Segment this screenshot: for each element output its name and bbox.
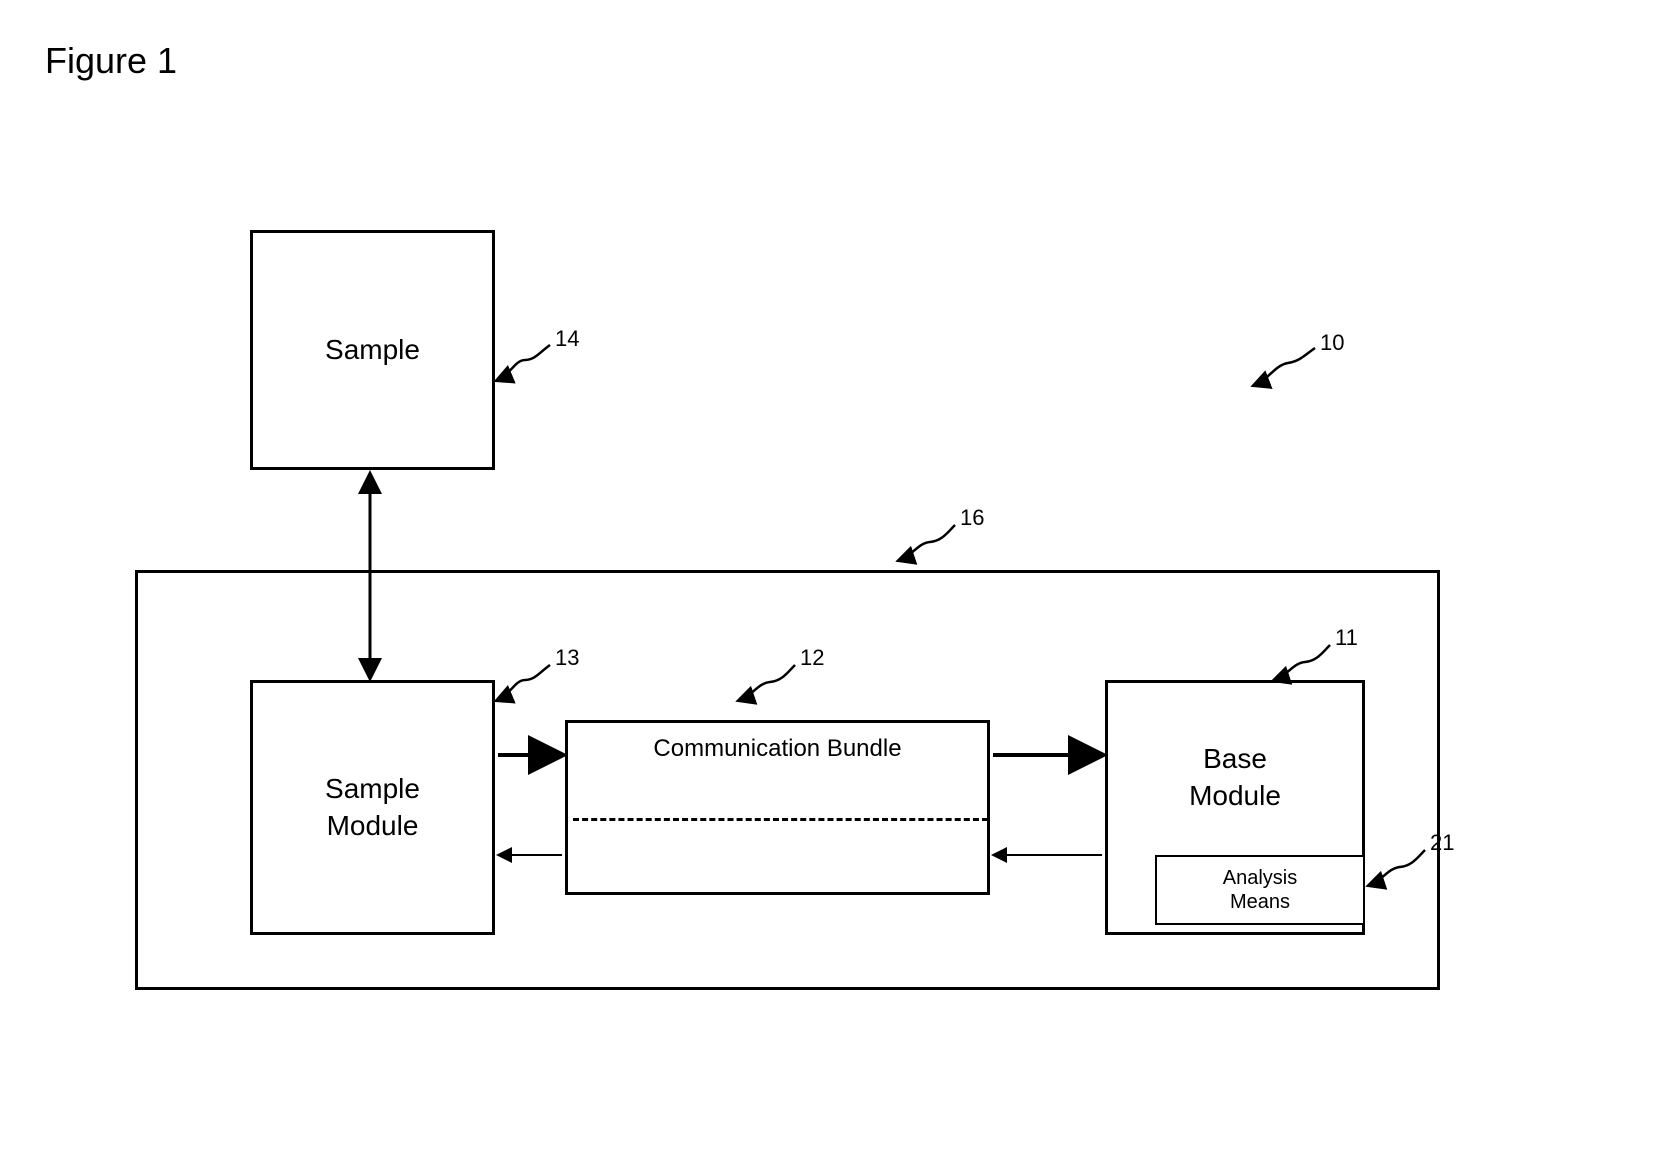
- analysis-means-label: AnalysisMeans: [1223, 866, 1297, 914]
- ref-10: 10: [1320, 330, 1344, 356]
- ref-21: 21: [1430, 830, 1454, 856]
- ref-16: 16: [960, 505, 984, 531]
- ref-14: 14: [555, 326, 579, 352]
- communication-bundle-box: Communication Bundle: [565, 720, 990, 895]
- sample-module-label: SampleModule: [325, 771, 420, 844]
- communication-bundle-divider: [573, 818, 988, 821]
- ref-11: 11: [1335, 625, 1358, 651]
- figure-title: Figure 1: [45, 40, 177, 82]
- communication-bundle-label: Communication Bundle: [568, 735, 987, 763]
- sample-box: Sample: [250, 230, 495, 470]
- analysis-means-box: AnalysisMeans: [1155, 855, 1365, 925]
- sample-module-box: SampleModule: [250, 680, 495, 935]
- ref-12: 12: [800, 645, 824, 671]
- ref-13: 13: [555, 645, 579, 671]
- sample-label: Sample: [325, 332, 420, 368]
- base-module-label: BaseModule: [1189, 741, 1281, 814]
